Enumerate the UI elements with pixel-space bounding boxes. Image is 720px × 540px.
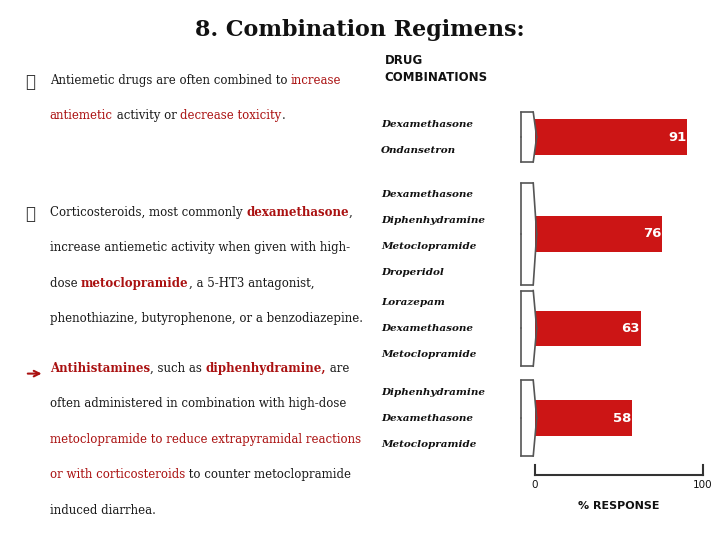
Text: increase antiemetic activity when given with high-: increase antiemetic activity when given … (50, 241, 350, 254)
Text: activity or: activity or (113, 109, 180, 122)
Text: Lorazepam: Lorazepam (381, 298, 445, 307)
Text: diphenhydramine,: diphenhydramine, (205, 362, 326, 375)
Text: increase: increase (291, 73, 341, 86)
Text: often administered in combination with high-dose: often administered in combination with h… (50, 397, 346, 410)
Text: ✓: ✓ (25, 206, 35, 223)
Text: .: . (282, 109, 285, 122)
Text: , a 5-HT3 antagonist,: , a 5-HT3 antagonist, (189, 276, 314, 290)
Text: DRUG: DRUG (384, 55, 423, 68)
Text: COMBINATIONS: COMBINATIONS (384, 71, 487, 84)
Text: 63: 63 (621, 322, 639, 335)
Bar (535, 401, 632, 436)
Text: Corticosteroids, most commonly: Corticosteroids, most commonly (50, 206, 246, 219)
Text: 8. Combination Regimens:: 8. Combination Regimens: (195, 19, 525, 41)
Text: dose: dose (50, 276, 81, 290)
Text: Ondansetron: Ondansetron (381, 145, 456, 154)
Text: Antihistamines: Antihistamines (50, 362, 150, 375)
Text: 58: 58 (613, 411, 631, 424)
Text: or with corticosteroids: or with corticosteroids (50, 468, 185, 481)
Text: 76: 76 (643, 227, 661, 240)
Text: 100: 100 (693, 480, 712, 490)
Text: Metoclopramide: Metoclopramide (381, 440, 477, 449)
Text: dexamethasone: dexamethasone (246, 206, 348, 219)
Text: to counter metoclopramide: to counter metoclopramide (185, 468, 351, 481)
Text: Dexamethasone: Dexamethasone (381, 119, 473, 129)
Text: ✓: ✓ (25, 73, 35, 91)
Text: Metoclopramide: Metoclopramide (381, 350, 477, 359)
Text: decrease toxicity: decrease toxicity (180, 109, 282, 122)
Text: Metoclopramide: Metoclopramide (381, 242, 477, 252)
Text: Dexamethasone: Dexamethasone (381, 191, 473, 199)
Text: metoclopramide to reduce extrapyramidal reactions: metoclopramide to reduce extrapyramidal … (50, 433, 361, 446)
Text: Diphenhydramine: Diphenhydramine (381, 388, 485, 397)
Text: 91: 91 (668, 131, 686, 144)
Text: Dexamethasone: Dexamethasone (381, 324, 473, 333)
Text: % RESPONSE: % RESPONSE (578, 501, 660, 511)
Text: ,: , (348, 206, 352, 219)
Bar (535, 119, 688, 155)
Text: Droperidol: Droperidol (381, 268, 444, 278)
Text: Dexamethasone: Dexamethasone (381, 414, 473, 423)
Text: , such as: , such as (150, 362, 205, 375)
Bar (535, 216, 662, 252)
Text: are: are (326, 362, 349, 375)
Text: Diphenhydramine: Diphenhydramine (381, 217, 485, 225)
Text: phenothiazine, butyrophenone, or a benzodiazepine.: phenothiazine, butyrophenone, or a benzo… (50, 312, 363, 325)
Text: 0: 0 (531, 480, 539, 490)
Text: antiemetic: antiemetic (50, 109, 113, 122)
Text: Antiemetic drugs are often combined to: Antiemetic drugs are often combined to (50, 73, 291, 86)
Text: induced diarrhea.: induced diarrhea. (50, 503, 156, 517)
Text: metoclopramide: metoclopramide (81, 276, 189, 290)
Bar (535, 310, 641, 346)
